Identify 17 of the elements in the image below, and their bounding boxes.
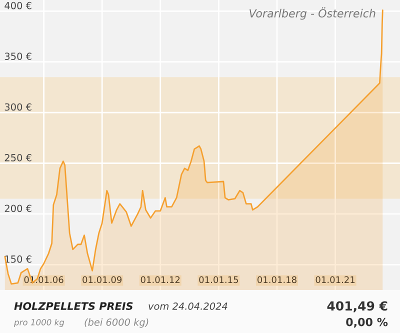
y-tick-label: 200 €: [4, 204, 32, 212]
text: vom 24.04.2024: [148, 302, 228, 310]
text: HOLZPELLETS PREIS: [14, 302, 133, 310]
text: 401,49 €: [327, 301, 388, 312]
text: Vorarlberg - Österreich: [250, 7, 376, 20]
x-tick-label: 01.01.12: [140, 276, 180, 284]
y-tick-label: 250 €: [4, 154, 32, 162]
y-tick-label: 300 €: [4, 103, 32, 111]
text: 0,00 %: [346, 318, 388, 328]
y-tick-label: 400 €: [4, 2, 32, 10]
x-tick-label: 01.01.18: [257, 276, 296, 284]
x-tick-label: 01.01.15: [199, 276, 238, 284]
x-tick-label: 01.01.09: [82, 276, 122, 284]
x-tick-label: 01.01.21: [316, 276, 355, 284]
text: (bei 6000 kg): [84, 318, 148, 328]
y-tick-label: 350 €: [4, 52, 32, 60]
text: pro 1000 kg: [14, 318, 64, 328]
